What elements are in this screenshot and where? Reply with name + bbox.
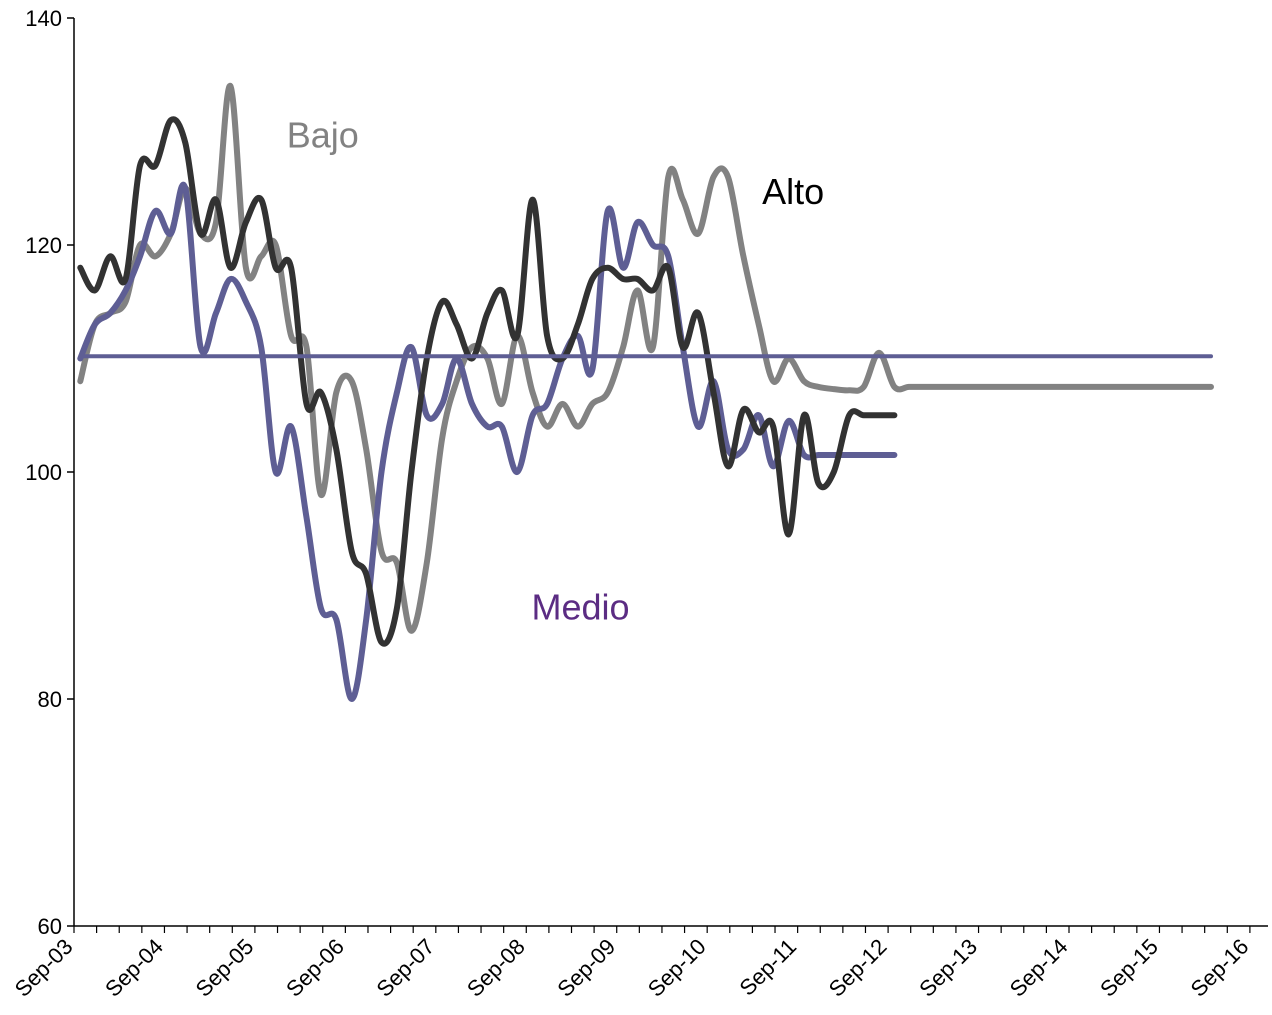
x-tick-label: Sep-08 [462,934,530,1002]
y-axis-ticks: 60 80 100 120 140 [25,6,74,939]
series-label-alto: Alto [762,171,824,212]
x-tick-label: Sep-09 [552,934,620,1002]
y-tick-label: 100 [25,460,62,485]
series-line-alto [77,116,898,647]
x-tick-label: Sep-05 [191,934,259,1002]
x-tick-label: Sep-03 [10,934,78,1002]
x-axis-ticks: Sep-03 Sep-04 Sep-05 Sep-06 Sep-07 Sep-08 Sep-… [10,926,1254,1002]
series-labels: Bajo Alto Medio [287,114,824,627]
x-tick-label: Sep-10 [643,934,711,1002]
x-tick-label: Sep-15 [1095,934,1163,1002]
x-tick-label: Sep-16 [1186,934,1254,1002]
series-label-bajo: Bajo [287,114,359,155]
chart-axes [73,18,1268,927]
x-tick-label: Sep-07 [372,934,440,1002]
y-tick-label: 60 [38,914,62,939]
y-tick-label: 120 [25,233,62,258]
series-line-bajo [77,83,1214,634]
x-tick-label: Sep-06 [281,934,349,1002]
series-label-medio: Medio [532,587,630,628]
series-lines [77,83,1214,702]
x-tick-label: Sep-13 [914,934,982,1002]
x-tick-label: Sep-14 [1005,934,1073,1002]
x-tick-label: Sep-12 [824,934,892,1002]
series-line-medio [77,181,898,702]
y-tick-label: 140 [25,6,62,31]
x-tick-label: Sep-04 [100,934,168,1002]
y-tick-label: 80 [38,687,62,712]
x-tick-label: Sep-11 [734,934,801,1001]
